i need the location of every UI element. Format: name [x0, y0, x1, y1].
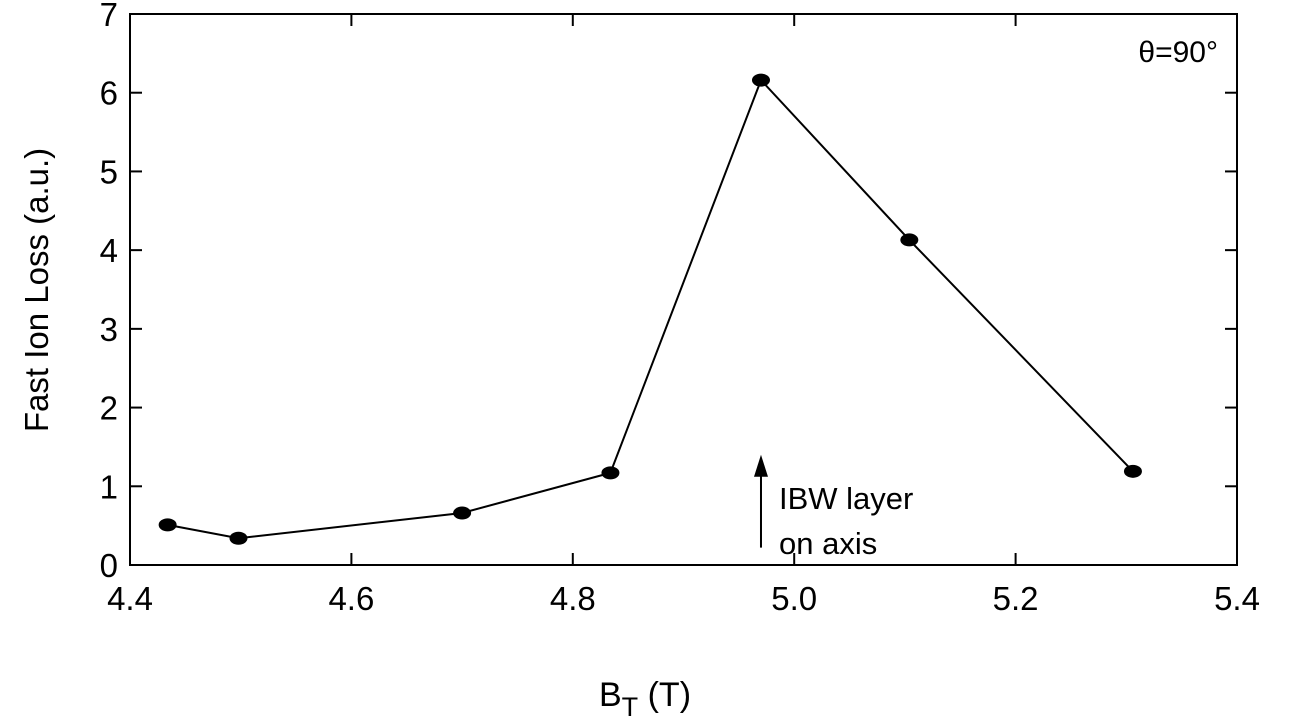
- angle-annotation: θ=90°: [1138, 36, 1218, 69]
- y-axis-label: Fast Ion Loss (a.u.): [18, 148, 55, 432]
- ibw-label-line2: on axis: [779, 526, 877, 561]
- data-point-3: [601, 466, 620, 480]
- x-tick-label-1: 4.6: [328, 580, 374, 617]
- axis-tick-labels: 4.4 4.6 4.8 5.0 5.2 5.4 0 1 2 3 4 5 6 7: [100, 0, 1260, 617]
- data-point-1: [229, 531, 248, 545]
- y-tick-label-0: 0: [100, 547, 118, 584]
- x-tick-label-3: 5.0: [771, 580, 817, 617]
- ibw-arrow-head: [753, 454, 768, 477]
- y-tick-label-3: 3: [100, 311, 118, 348]
- data-points: [158, 73, 1142, 545]
- ibw-label-line1: IBW layer: [779, 481, 913, 516]
- y-tick-label-1: 1: [100, 468, 118, 505]
- ibw-layer-annotation: IBW layer on axis: [753, 454, 913, 561]
- plot-frame: [129, 13, 1238, 566]
- x-tick-label-5: 5.4: [1214, 580, 1260, 617]
- data-point-2: [453, 506, 472, 520]
- x-axis-label-subscript: T: [622, 692, 639, 722]
- x-tick-label-2: 4.8: [550, 580, 596, 617]
- y-tick-label-5: 5: [100, 153, 118, 190]
- y-tick-label-7: 7: [100, 0, 118, 33]
- data-point-5: [900, 233, 919, 247]
- data-point-0: [158, 518, 177, 532]
- axis-ticks: [129, 13, 1238, 566]
- y-tick-label-4: 4: [100, 232, 118, 269]
- x-axis-label-unit: (T): [638, 676, 691, 714]
- data-point-6: [1123, 464, 1142, 478]
- x-tick-label-4: 5.2: [993, 580, 1039, 617]
- x-axis-label-main: B: [599, 676, 622, 714]
- data-point-4: [751, 73, 770, 87]
- x-tick-label-0: 4.4: [107, 580, 153, 617]
- x-axis-label: BT (T): [599, 676, 691, 722]
- series-line: [167, 78, 1134, 540]
- y-tick-label-2: 2: [100, 390, 118, 427]
- y-tick-label-6: 6: [100, 75, 118, 112]
